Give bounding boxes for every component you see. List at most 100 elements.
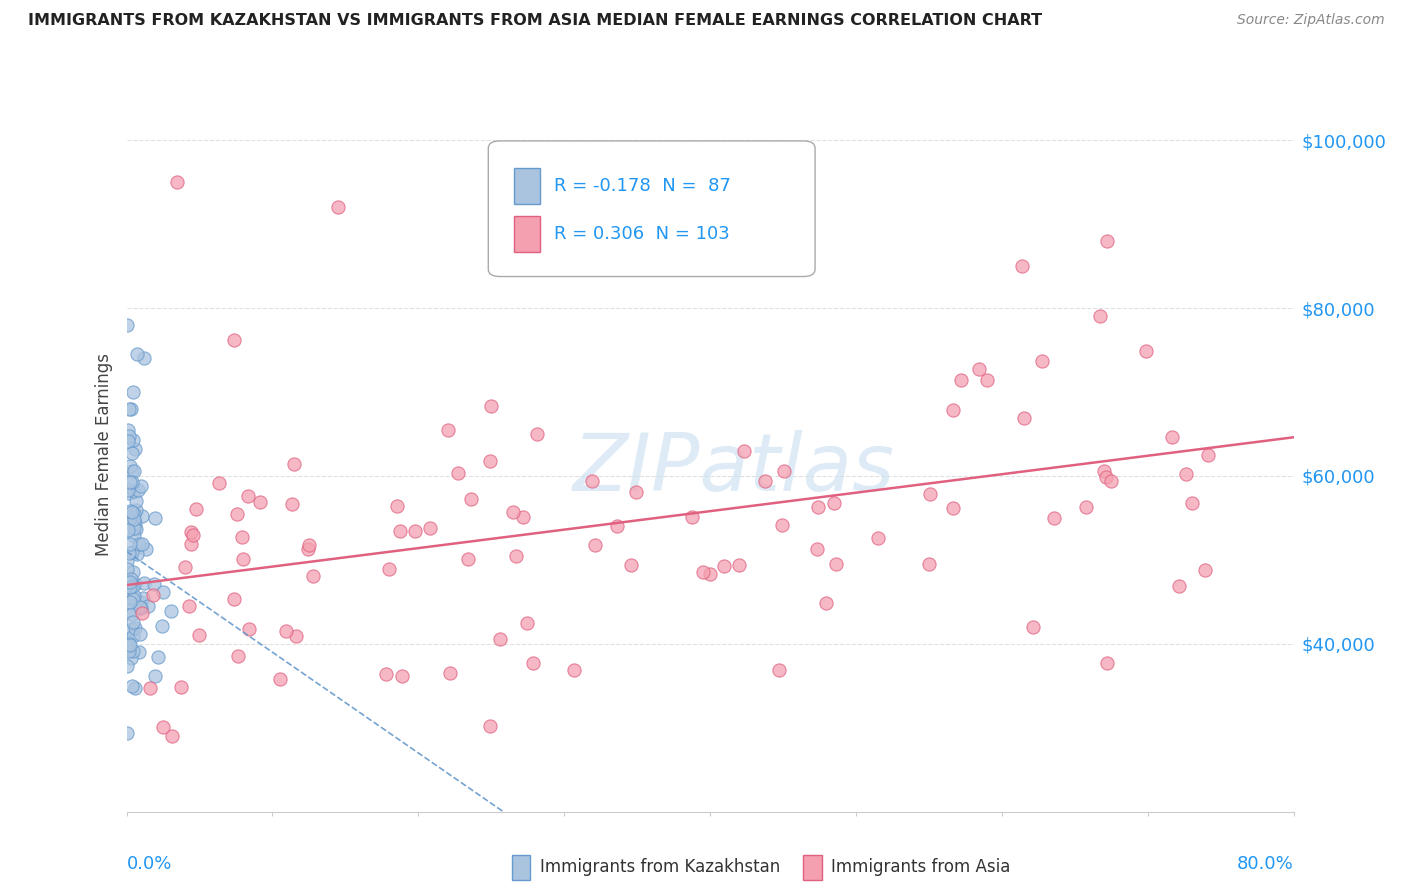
Point [825, 558, 848, 572]
Text: Immigrants from Asia: Immigrants from Asia [831, 858, 1011, 876]
Point [439, 666, 461, 681]
Point [583, 538, 606, 552]
Point [115, 562, 138, 576]
Point [129, 626, 152, 640]
Point [135, 542, 157, 557]
Point [118, 401, 141, 416]
Point [121, 505, 143, 519]
Text: 80.0%: 80.0% [1237, 855, 1294, 872]
Point [1043, 511, 1066, 525]
Text: 0.0%: 0.0% [127, 855, 172, 872]
FancyBboxPatch shape [488, 141, 815, 277]
Point [949, 373, 972, 387]
Point [437, 423, 460, 437]
Point [713, 558, 735, 573]
Point [118, 475, 141, 489]
Point [125, 494, 148, 508]
Point [122, 629, 145, 643]
Point [976, 373, 998, 387]
Point [562, 663, 585, 677]
Point [128, 536, 150, 550]
Point [124, 516, 146, 530]
Point [124, 681, 146, 695]
Point [285, 629, 308, 643]
Point [132, 576, 155, 591]
Point [180, 524, 202, 539]
Point [942, 500, 965, 515]
Point [489, 632, 512, 646]
Point [868, 531, 890, 545]
Point [208, 476, 231, 491]
Point [122, 615, 145, 630]
Point [478, 454, 501, 468]
Point [226, 508, 249, 522]
Bar [803, 855, 823, 880]
Point [181, 528, 204, 542]
Point [127, 483, 149, 497]
Point [160, 729, 183, 743]
Point [170, 680, 193, 694]
Point [232, 552, 254, 566]
Point [118, 504, 141, 518]
Point [122, 384, 145, 399]
Point [918, 558, 941, 572]
Point [516, 615, 538, 630]
Point [180, 537, 202, 551]
Point [754, 474, 776, 488]
Point [128, 645, 150, 659]
Point [184, 501, 207, 516]
Point [143, 669, 166, 683]
Point [124, 621, 146, 635]
Text: ZIPatlas: ZIPatlas [572, 430, 894, 508]
Point [124, 503, 146, 517]
Point [1031, 353, 1053, 368]
Point [121, 579, 143, 593]
Point [512, 510, 534, 524]
Point [1022, 620, 1045, 634]
Point [733, 444, 755, 458]
Point [269, 672, 291, 686]
Point [124, 442, 146, 456]
Point [447, 466, 470, 480]
Point [115, 640, 138, 654]
Point [620, 558, 643, 573]
Point [118, 429, 141, 443]
Point [606, 519, 628, 533]
Point [479, 718, 502, 732]
Point [177, 599, 200, 613]
Point [457, 552, 479, 566]
Point [122, 565, 145, 579]
Point [297, 541, 319, 556]
Point [1194, 563, 1216, 577]
Point [115, 725, 138, 739]
Bar [515, 168, 540, 203]
Point [150, 619, 173, 633]
Point [117, 483, 139, 498]
Text: IMMIGRANTS FROM KAZAKHSTAN VS IMMIGRANTS FROM ASIA MEDIAN FEMALE EARNINGS CORREL: IMMIGRANTS FROM KAZAKHSTAN VS IMMIGRANTS… [28, 13, 1042, 29]
Point [419, 521, 441, 535]
Point [131, 607, 153, 621]
Point [1012, 411, 1035, 425]
Point [122, 484, 145, 499]
Point [121, 464, 143, 478]
Point [1094, 470, 1116, 484]
Point [118, 459, 141, 474]
Point [770, 517, 793, 532]
Point [121, 475, 143, 489]
Point [1095, 656, 1118, 670]
Point [118, 580, 141, 594]
Point [125, 346, 148, 360]
Point [121, 445, 143, 459]
Point [124, 576, 146, 591]
Point [121, 591, 143, 606]
Point [117, 318, 139, 332]
Point [377, 561, 399, 575]
Point [1088, 309, 1111, 323]
Point [681, 509, 703, 524]
Point [131, 601, 153, 615]
Point [117, 659, 139, 673]
Point [160, 603, 183, 617]
Text: R = -0.178  N =  87: R = -0.178 N = 87 [554, 177, 731, 194]
Point [152, 584, 174, 599]
Point [328, 200, 350, 214]
